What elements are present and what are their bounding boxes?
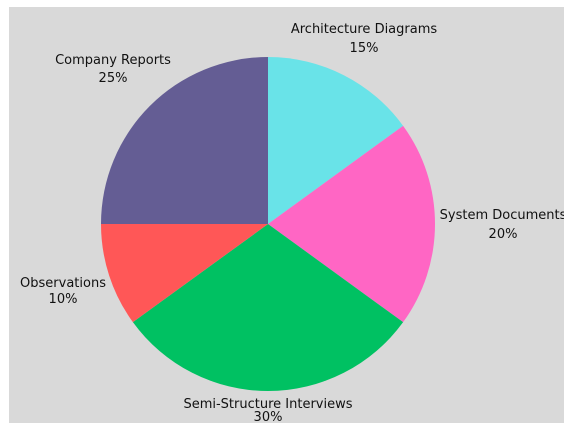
slice-label-observations: Observations xyxy=(20,276,106,291)
slice-value-company-reports: 25% xyxy=(99,71,128,86)
pie-slice-company-reports xyxy=(101,57,268,224)
slice-value-semi-structure-interviews: 30% xyxy=(254,410,283,423)
pie-labels: Architecture Diagrams 15% System Documents… xyxy=(20,22,564,425)
pie-slice-semi-structure-interviews xyxy=(132,224,404,392)
slice-value-architecture-diagrams: 15% xyxy=(350,41,379,56)
slice-label-architecture-diagrams: Architecture Diagrams xyxy=(291,22,438,37)
pie-slice-architecture-diagrams xyxy=(268,57,404,224)
slice-label-semi-structure-interviews: Semi-Structure Interviews xyxy=(183,397,352,412)
slice-label-company-reports: Company Reports xyxy=(55,53,171,68)
pie-slice-system-documents xyxy=(268,125,436,323)
slice-value-observations: 10% xyxy=(49,292,78,307)
pie-slice-observations xyxy=(101,224,268,323)
slice-label-system-documents: System Documents xyxy=(440,208,564,223)
pie-slices xyxy=(101,57,436,392)
slice-value-system-documents: 20% xyxy=(489,227,518,242)
